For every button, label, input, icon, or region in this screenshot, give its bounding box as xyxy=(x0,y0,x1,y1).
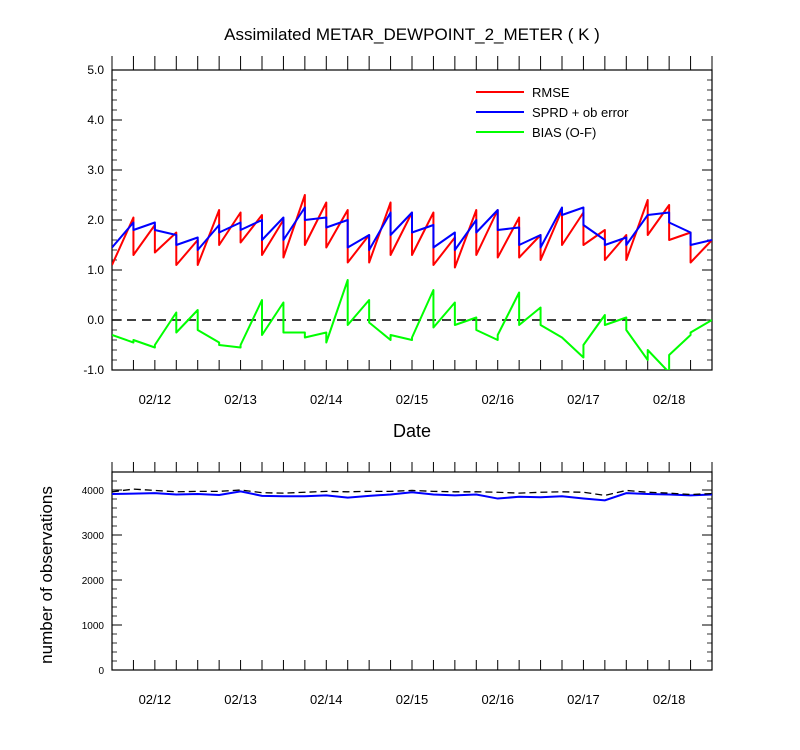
bottom-xtick-label: 02/15 xyxy=(396,692,429,707)
bottom-ytick-label: 4000 xyxy=(82,486,105,497)
bottom-xtick-label: 02/16 xyxy=(481,692,514,707)
bottom-ytick-label: 2000 xyxy=(82,576,105,587)
obs-line-1 xyxy=(111,488,713,497)
top-ytick-label: 3.0 xyxy=(87,163,104,177)
bottom-xtick-label: 02/14 xyxy=(310,692,343,707)
obs-line-0 xyxy=(111,490,713,502)
bottom-ytick-label: 0 xyxy=(98,666,104,677)
bottom-xtick-label: 02/13 xyxy=(224,692,257,707)
series-line-0 xyxy=(112,194,712,269)
top-ytick-label: 2.0 xyxy=(87,213,104,227)
legend-label-0: RMSE xyxy=(532,85,570,100)
top-xtick-label: 02/13 xyxy=(224,392,257,407)
bottom-ytick-label: 3000 xyxy=(82,531,105,542)
bottom-xtick-label: 02/12 xyxy=(139,692,172,707)
legend-label-1: SPRD + ob error xyxy=(532,105,629,120)
top-ytick-label: -1.0 xyxy=(83,363,104,377)
top-chart-title: Assimilated METAR_DEWPOINT_2_METER ( K ) xyxy=(224,25,600,44)
top-xtick-label: 02/16 xyxy=(481,392,514,407)
top-chart: -1.0 0.0 1.0 2.0 3.0 4.0 5.0 02/12 02/13 02/14 02/… xyxy=(83,56,713,407)
legend-label-2: BIAS (O-F) xyxy=(532,125,596,140)
bottom-chart: 0 1000 2000 3000 4000 02/12 02/13 02/14 02/15 02/… xyxy=(82,462,713,707)
bottom-chart-ylabel: number of observations xyxy=(37,486,56,664)
series-line-2 xyxy=(112,279,712,370)
bottom-xtick-label: 02/18 xyxy=(653,692,686,707)
top-xtick-label: 02/14 xyxy=(310,392,343,407)
series-line-1 xyxy=(112,206,712,251)
top-chart-xlabel: Date xyxy=(393,421,431,441)
bottom-xtick-label: 02/17 xyxy=(567,692,600,707)
top-xtick-label: 02/12 xyxy=(139,392,172,407)
top-xtick-label: 02/15 xyxy=(396,392,429,407)
top-ytick-label: 1.0 xyxy=(87,263,104,277)
top-ytick-label: 0.0 xyxy=(87,313,104,327)
top-ytick-label: 5.0 xyxy=(87,63,104,77)
top-xtick-label: 02/18 xyxy=(653,392,686,407)
top-xtick-label: 02/17 xyxy=(567,392,600,407)
top-ytick-label: 4.0 xyxy=(87,113,104,127)
bottom-ytick-label: 1000 xyxy=(82,621,105,632)
